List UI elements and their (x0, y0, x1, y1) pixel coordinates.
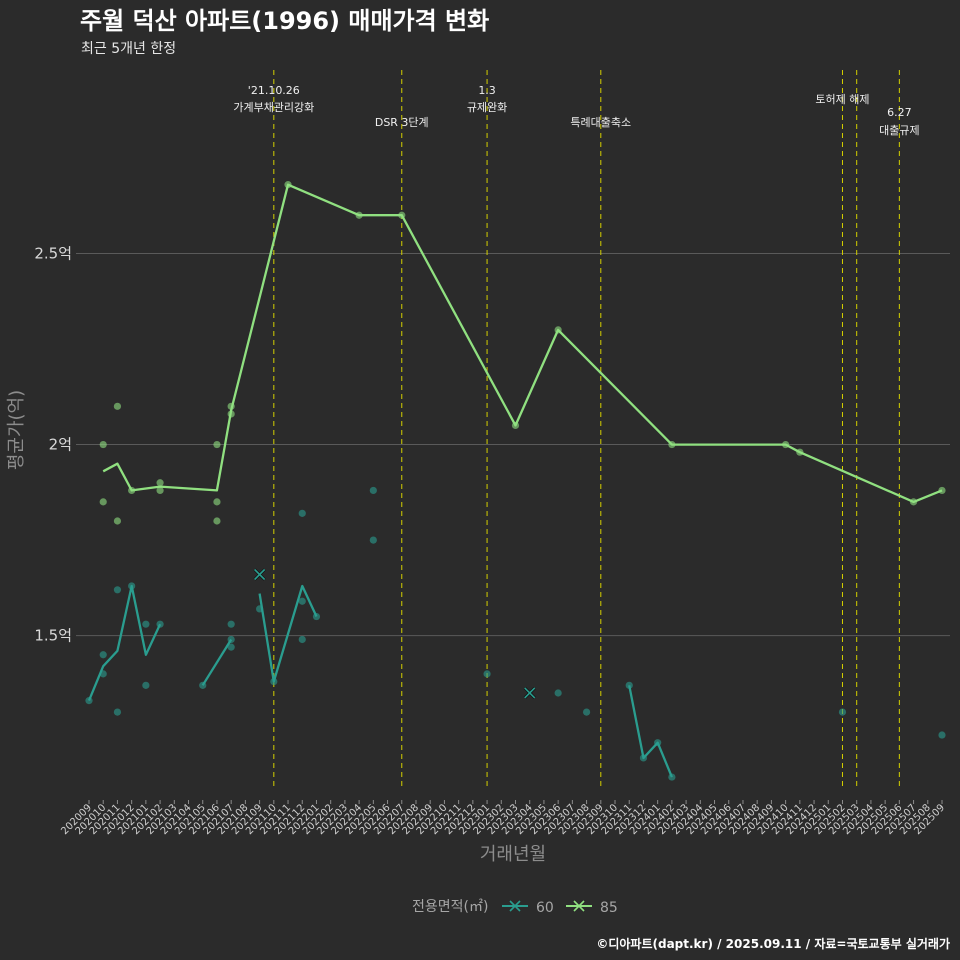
data-point (99, 651, 107, 659)
policy-annotation: 특례대출축소 (570, 116, 631, 129)
y-tick-label: 2억 (49, 436, 72, 454)
x-axis-label: 거래년월 (480, 844, 546, 865)
series-line (258, 584, 318, 683)
policy-annotation: 규제완화 (467, 101, 507, 114)
legend-label: 85 (600, 900, 618, 916)
y-tick-label: 1.5억 (34, 627, 72, 645)
data-point (582, 708, 591, 716)
series-85 (99, 181, 946, 525)
series-line (201, 638, 233, 686)
data-point (113, 708, 122, 716)
source-caption: ©디아파트(dapt.kr) / 2025.09.11 / 자료=국토교통부 실… (596, 936, 950, 951)
data-point (113, 517, 122, 525)
data-point (156, 479, 164, 487)
data-point (156, 486, 164, 495)
series-line (628, 685, 673, 778)
series-line (102, 183, 943, 504)
policy-annotation: DSR 3단계 (375, 116, 429, 129)
policy-annotation: '21.10.26 (248, 84, 300, 97)
data-point (369, 536, 377, 544)
y-axis-label: 평균가(억) (6, 390, 27, 470)
cross-marker (254, 568, 266, 581)
policy-annotation: 토허제 해제 (815, 92, 869, 106)
policy-lines (273, 70, 900, 790)
policy-annotation: 6.27 (887, 106, 912, 119)
data-point (227, 643, 235, 651)
legend: 전용면적(㎡) 60 85 (412, 899, 618, 916)
series-line (87, 584, 162, 702)
data-point (298, 597, 306, 605)
grid-lines (76, 252, 950, 637)
data-point (938, 731, 946, 739)
data-point (99, 498, 107, 506)
data-point (227, 620, 235, 628)
policy-annotation: 1.3 (478, 84, 496, 97)
y-axis-ticks: 1.5억 2억 2.5억 (34, 244, 72, 644)
y-tick-label: 2.5억 (34, 244, 72, 262)
legend-key-cross (509, 900, 521, 912)
data-point (369, 486, 377, 495)
legend-label: 60 (536, 900, 554, 916)
policy-annotation: 대출규제 (879, 124, 919, 137)
data-point (298, 635, 306, 644)
legend-items: 60 85 (502, 900, 618, 916)
x-axis-ticks: 2020092020102020112020122021012021022021… (59, 800, 947, 837)
data-point (113, 586, 122, 594)
policy-annotation: 가계부채관리강화 (233, 101, 314, 114)
data-point (483, 670, 491, 678)
cross-marker (524, 687, 536, 699)
legend-key-cross (573, 900, 585, 912)
data-point (99, 440, 107, 449)
data-point (213, 498, 221, 506)
data-point (213, 440, 221, 449)
chart-subtitle: 최근 5개년 한정 (81, 41, 176, 57)
series-layer (85, 181, 946, 781)
data-point (113, 402, 122, 410)
data-point (554, 689, 562, 697)
data-point (838, 708, 847, 716)
data-point (142, 620, 150, 628)
data-point (213, 517, 221, 525)
data-point (142, 681, 150, 689)
legend-title: 전용면적(㎡) (412, 899, 488, 915)
data-point (298, 509, 306, 517)
chart-title: 주월 덕산 아파트(1996) 매매가격 변화 (80, 7, 489, 35)
series-60 (85, 486, 946, 781)
